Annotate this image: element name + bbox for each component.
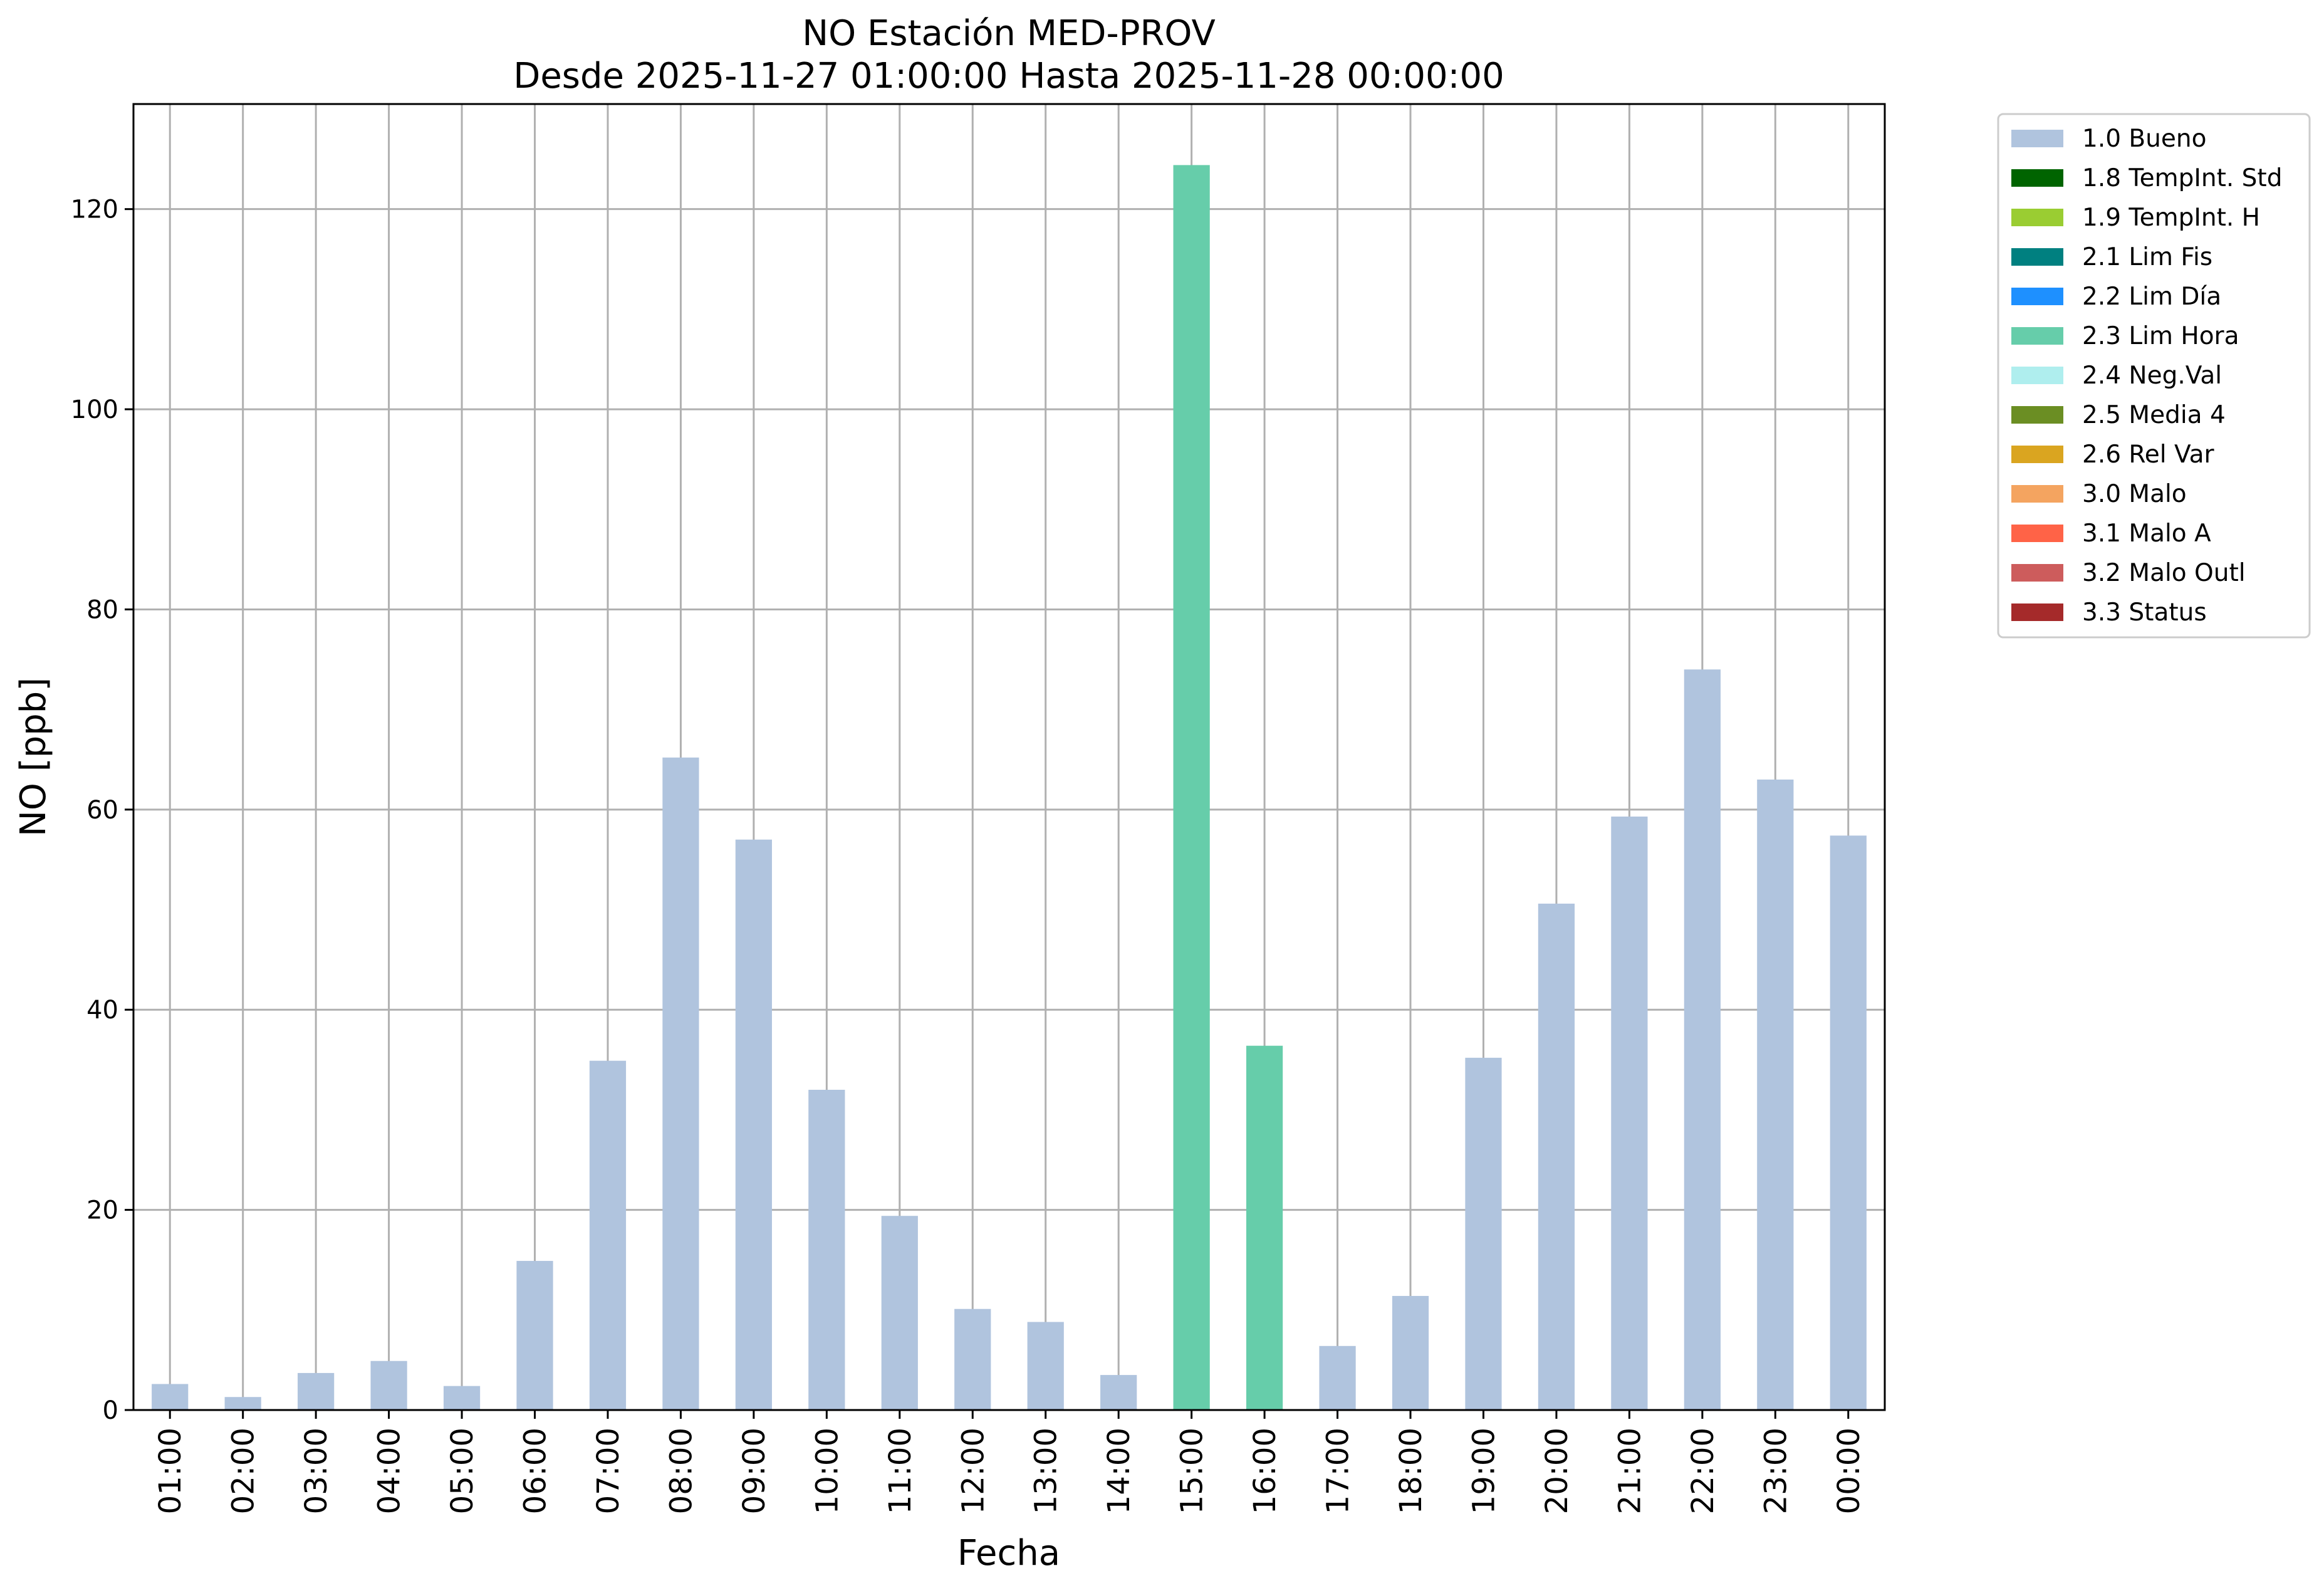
legend: 1.0 Bueno 1.8 TempInt. Std 1.9 TempInt. H 2… (1997, 113, 2311, 639)
x-tick-label: 05:00 (445, 1428, 480, 1514)
x-tick-label: 07:00 (591, 1428, 626, 1514)
bar-05:00 (443, 1386, 481, 1410)
legend-swatch (2011, 248, 2063, 266)
legend-swatch (2011, 130, 2063, 147)
x-tick-label: 12:00 (956, 1428, 991, 1514)
legend-label: 2.4 Neg.Val (2082, 362, 2222, 390)
bar-14:00 (1100, 1375, 1137, 1410)
x-tick-label: 02:00 (226, 1428, 261, 1514)
legend-label: 2.3 Lim Hora (2082, 322, 2239, 350)
bar-17:00 (1319, 1345, 1356, 1410)
legend-label: 3.0 Malo (2082, 480, 2187, 508)
legend-swatch (2011, 367, 2063, 384)
legend-swatch (2011, 446, 2063, 463)
bar-12:00 (954, 1309, 991, 1410)
bar-19:00 (1465, 1057, 1502, 1410)
legend-label: 2.5 Media 4 (2082, 401, 2226, 429)
x-tick-label: 06:00 (518, 1428, 553, 1514)
legend-swatch (2011, 525, 2063, 542)
y-tick-label: 80 (86, 595, 118, 624)
x-tick-label: 01:00 (153, 1428, 188, 1514)
bar-03:00 (298, 1372, 335, 1410)
x-axis-label: Fecha (957, 1533, 1060, 1574)
bar-10:00 (808, 1089, 845, 1410)
bar-18:00 (1392, 1295, 1429, 1410)
x-tick-label: 00:00 (1832, 1428, 1867, 1514)
legend-swatch (2011, 406, 2063, 424)
legend-swatch (2011, 209, 2063, 226)
legend-label: 1.8 TempInt. Std (2082, 164, 2282, 192)
y-axis: 0 20 40 60 80 100 120 (71, 196, 133, 1425)
x-tick-label: 04:00 (372, 1428, 407, 1514)
legend-swatch (2011, 485, 2063, 503)
legend-label: 3.1 Malo A (2082, 520, 2211, 548)
y-axis-label: NO [ppb] (13, 677, 54, 837)
legend-swatch (2011, 169, 2063, 187)
legend-label: 3.2 Malo Outl (2082, 559, 2246, 587)
y-tick-label: 40 (86, 996, 118, 1025)
x-tick-label: 15:00 (1175, 1428, 1210, 1514)
bar-00:00 (1830, 835, 1867, 1410)
bar-22:00 (1684, 669, 1721, 1410)
y-tick-label: 0 (103, 1396, 118, 1425)
bar-07:00 (589, 1060, 627, 1410)
legend-frame (1997, 113, 2311, 639)
chart-subtitle: Desde 2025-11-27 01:00:00 Hasta 2025-11-… (513, 56, 1504, 97)
x-tick-label: 13:00 (1029, 1428, 1064, 1514)
chart-title: NO Estación MED-PROV (802, 13, 1216, 54)
bar-21:00 (1611, 817, 1648, 1410)
x-tick-label: 20:00 (1540, 1428, 1575, 1514)
bar-04:00 (370, 1361, 407, 1410)
bar-15:00 (1173, 165, 1210, 1410)
x-tick-label: 22:00 (1686, 1428, 1721, 1514)
legend-label: 3.3 Status (2082, 598, 2207, 627)
bar-01:00 (152, 1384, 189, 1410)
x-tick-label: 18:00 (1394, 1428, 1429, 1514)
bar-11:00 (881, 1216, 918, 1410)
bar-23:00 (1757, 779, 1794, 1410)
x-axis: 01:00 02:00 03:00 04:00 05:00 06:00 07:00 08:00… (153, 1410, 1867, 1514)
bars (152, 165, 1867, 1410)
bar-16:00 (1246, 1045, 1283, 1410)
legend-label: 2.1 Lim Fis (2082, 243, 2212, 271)
x-tick-label: 14:00 (1102, 1428, 1137, 1514)
legend-label: 2.6 Rel Var (2082, 441, 2215, 469)
y-tick-label: 100 (71, 395, 118, 424)
plot-frame (132, 103, 1886, 1411)
x-tick-label: 16:00 (1248, 1428, 1283, 1514)
legend-label: 1.0 Bueno (2082, 125, 2206, 153)
bar-09:00 (735, 839, 773, 1410)
x-tick-label: 17:00 (1321, 1428, 1356, 1514)
x-tick-label: 03:00 (299, 1428, 334, 1514)
legend-swatch (2011, 288, 2063, 305)
legend-label: 2.2 Lim Día (2082, 283, 2221, 311)
legend-label: 1.9 TempInt. H (2082, 204, 2260, 232)
bar-06:00 (516, 1261, 553, 1410)
bar-20:00 (1538, 903, 1575, 1410)
legend-swatch (2011, 327, 2063, 345)
bar-08:00 (662, 757, 699, 1410)
x-tick-label: 19:00 (1466, 1428, 1501, 1514)
y-tick-label: 20 (86, 1196, 118, 1225)
x-tick-label: 08:00 (664, 1428, 699, 1514)
bar-02:00 (224, 1397, 261, 1410)
x-tick-label: 10:00 (810, 1428, 845, 1514)
x-tick-label: 21:00 (1612, 1428, 1647, 1514)
bar-13:00 (1027, 1322, 1064, 1410)
x-tick-label: 23:00 (1758, 1428, 1793, 1514)
legend-swatch (2011, 564, 2063, 582)
y-tick-label: 120 (71, 196, 118, 224)
x-tick-label: 09:00 (737, 1428, 772, 1514)
legend-swatch (2011, 603, 2063, 621)
y-tick-label: 60 (86, 796, 118, 825)
x-tick-label: 11:00 (883, 1428, 918, 1514)
